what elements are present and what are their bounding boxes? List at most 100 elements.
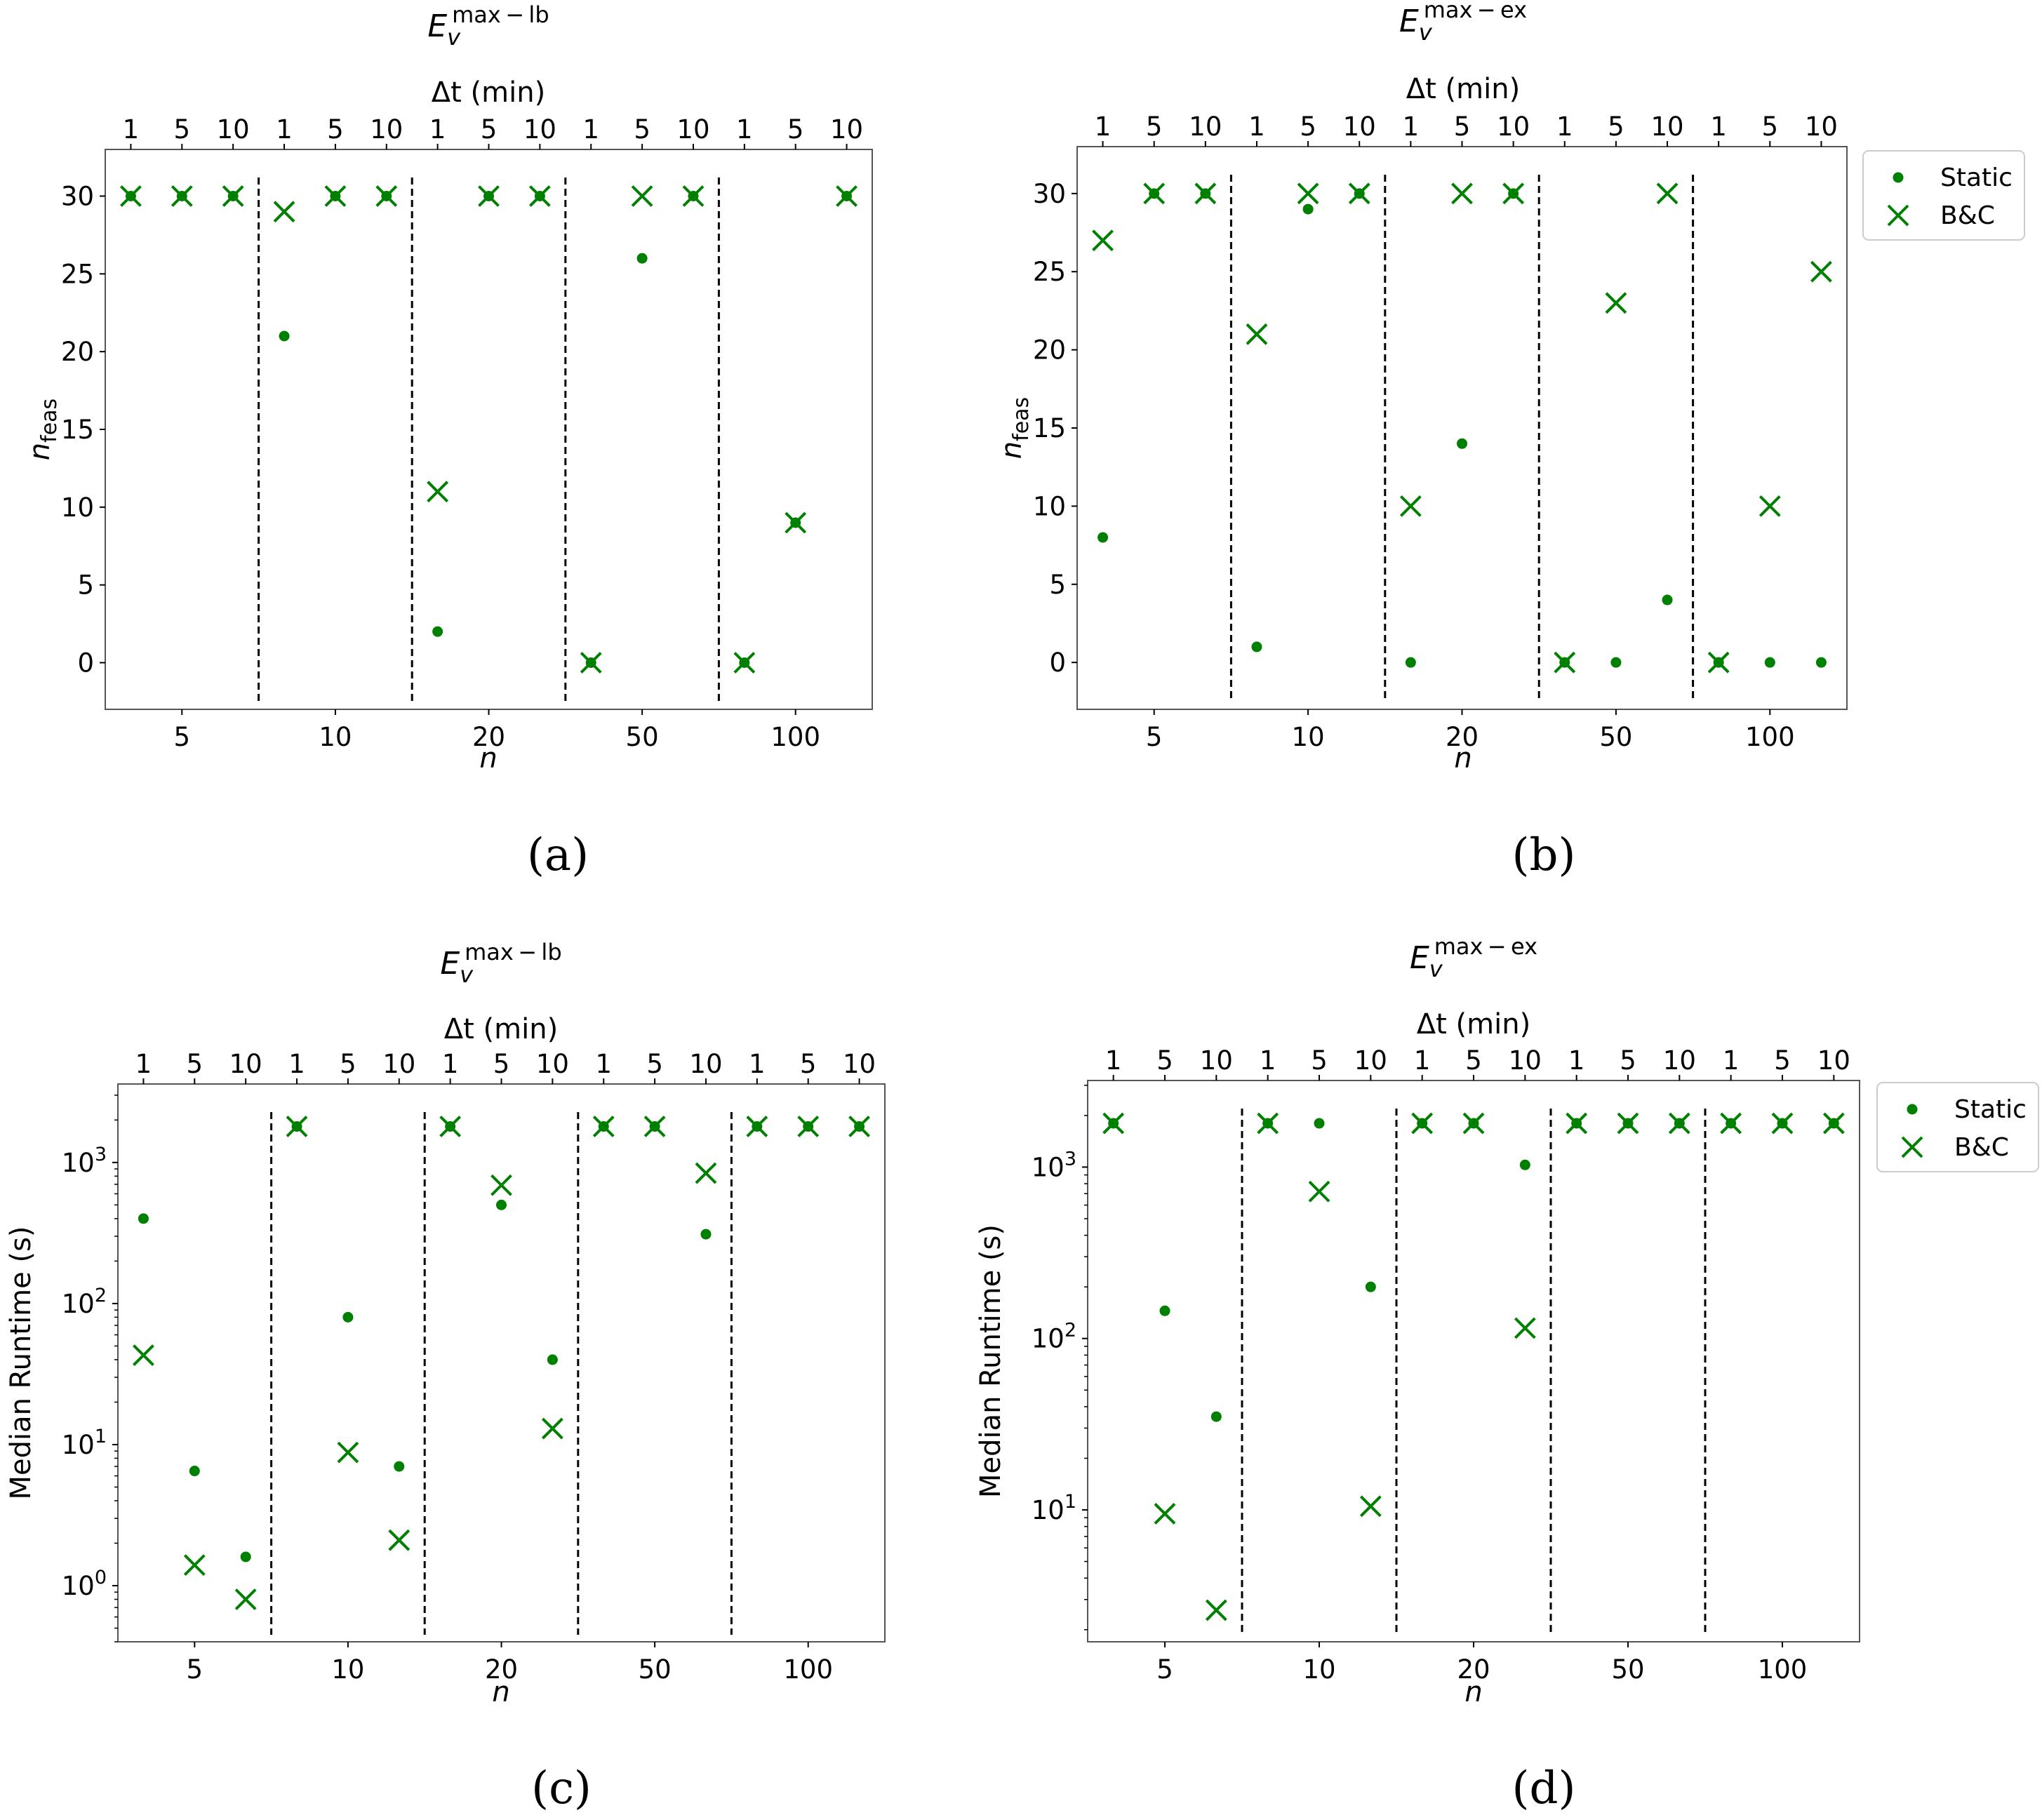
static-marker — [1097, 532, 1109, 543]
top-tick-label: 5 — [481, 114, 498, 145]
static-marker — [342, 1311, 354, 1323]
static-marker — [1210, 1411, 1222, 1422]
bc-marker — [1451, 182, 1473, 205]
y-tick-label: 102 — [1032, 1320, 1076, 1354]
top-tick-label: 10 — [217, 114, 250, 145]
static-marker — [394, 1461, 405, 1472]
top-tick-label: 5 — [800, 1049, 817, 1079]
top-tick-label: 10 — [1497, 112, 1530, 142]
bc-marker — [1359, 1495, 1382, 1518]
top-tick-label: 5 — [340, 1049, 356, 1079]
chart-title: Evmax − lb — [427, 1, 549, 51]
bc-marker — [1605, 292, 1627, 314]
static-marker — [1149, 188, 1160, 199]
bc-marker — [133, 1344, 154, 1366]
static-marker — [1200, 188, 1211, 199]
top-axis-label: Δt (min) — [1417, 1008, 1530, 1041]
bc-marker — [1205, 1599, 1227, 1621]
static-marker — [1468, 1118, 1479, 1129]
top-tick-label: 1 — [1105, 1045, 1122, 1076]
bc-marker — [183, 1554, 206, 1577]
top-tick-label: 10 — [830, 114, 863, 145]
plot-area-frame — [1076, 146, 1848, 710]
top-tick-label: 5 — [1300, 112, 1316, 142]
chart-title: Evmax − ex — [1410, 933, 1537, 982]
top-tick-label: 5 — [787, 114, 804, 145]
static-marker — [1108, 1118, 1119, 1129]
static-marker — [1559, 657, 1570, 668]
top-tick-label: 10 — [1817, 1045, 1850, 1076]
chart-title: Evmax − lb — [440, 939, 561, 988]
x-tick-label: 50 — [1599, 722, 1632, 752]
bc-marker — [273, 201, 295, 223]
top-tick-label: 1 — [1568, 1045, 1585, 1076]
y-tick-label: 102 — [62, 1285, 107, 1319]
legend-static-marker — [1893, 172, 1904, 183]
top-tick-label: 1 — [1260, 1045, 1276, 1076]
top-tick-label: 1 — [749, 1049, 766, 1079]
top-tick-label: 10 — [523, 114, 556, 145]
top-tick-label: 5 — [1465, 1045, 1482, 1076]
top-axis-label: Δt (min) — [1406, 73, 1520, 105]
top-tick-label: 5 — [174, 114, 191, 145]
static-marker — [1610, 657, 1622, 668]
static-marker — [1251, 641, 1262, 653]
top-tick-label: 1 — [276, 114, 293, 145]
top-tick-label: 1 — [1095, 112, 1112, 142]
static-marker — [381, 191, 392, 201]
static-marker — [598, 1121, 609, 1132]
static-marker — [700, 1229, 712, 1240]
legend-bc-marker — [1887, 204, 1909, 227]
top-tick-label: 10 — [1650, 112, 1683, 142]
top-tick-label: 10 — [382, 1049, 415, 1079]
top-axis-label: Δt (min) — [444, 1013, 558, 1045]
static-marker — [1815, 657, 1827, 668]
top-tick-label: 10 — [1200, 1045, 1233, 1076]
legend-bc-label: B&C — [1954, 1133, 2009, 1162]
x-tick-label: 10 — [331, 1654, 364, 1685]
static-marker — [688, 191, 699, 201]
x-tick-label: 20 — [1446, 722, 1479, 752]
top-tick-label: 10 — [1805, 112, 1838, 142]
static-marker — [1674, 1118, 1685, 1129]
top-axis-label: Δt (min) — [432, 76, 545, 109]
top-tick-label: 10 — [1189, 112, 1222, 142]
bc-marker — [388, 1529, 411, 1551]
x-tick-label: 20 — [1457, 1654, 1490, 1685]
legend-static-label: Static — [1954, 1095, 2027, 1124]
legend: Static B&C — [1876, 1082, 2039, 1172]
static-marker — [790, 517, 801, 528]
static-marker — [1764, 657, 1775, 668]
bc-marker — [695, 1162, 717, 1184]
top-tick-label: 5 — [634, 114, 650, 145]
bc-marker — [1759, 495, 1781, 517]
top-tick-label: 1 — [1556, 112, 1573, 142]
top-tick-label: 1 — [442, 1049, 459, 1079]
plot-area-frame — [105, 149, 873, 710]
top-tick-label: 10 — [1354, 1045, 1387, 1076]
x-axis-label: n — [1454, 742, 1472, 775]
top-tick-label: 1 — [288, 1049, 305, 1079]
y-tick-label: 103 — [62, 1144, 107, 1178]
top-tick-label: 1 — [1248, 112, 1265, 142]
static-marker — [1519, 1159, 1530, 1170]
static-marker — [445, 1121, 456, 1132]
bc-marker — [491, 1174, 512, 1196]
top-tick-label: 10 — [1343, 112, 1376, 142]
y-tick-label: 100 — [62, 1567, 107, 1601]
static-marker — [841, 191, 853, 201]
bc-marker — [1514, 1317, 1536, 1339]
static-marker — [279, 330, 290, 342]
legend-box — [1862, 150, 2025, 241]
bc-marker — [1810, 260, 1832, 283]
y-tick-label: 5 — [77, 570, 94, 601]
bc-marker — [541, 1417, 563, 1440]
x-tick-label: 10 — [319, 722, 352, 752]
bc-marker — [1154, 1503, 1176, 1525]
y-tick-label: 5 — [1049, 570, 1066, 600]
panel-label: (a) — [527, 829, 589, 881]
y-tick-label: 103 — [1032, 1148, 1076, 1182]
bc-marker — [1308, 1180, 1330, 1203]
x-tick-label: 10 — [1302, 1654, 1335, 1685]
